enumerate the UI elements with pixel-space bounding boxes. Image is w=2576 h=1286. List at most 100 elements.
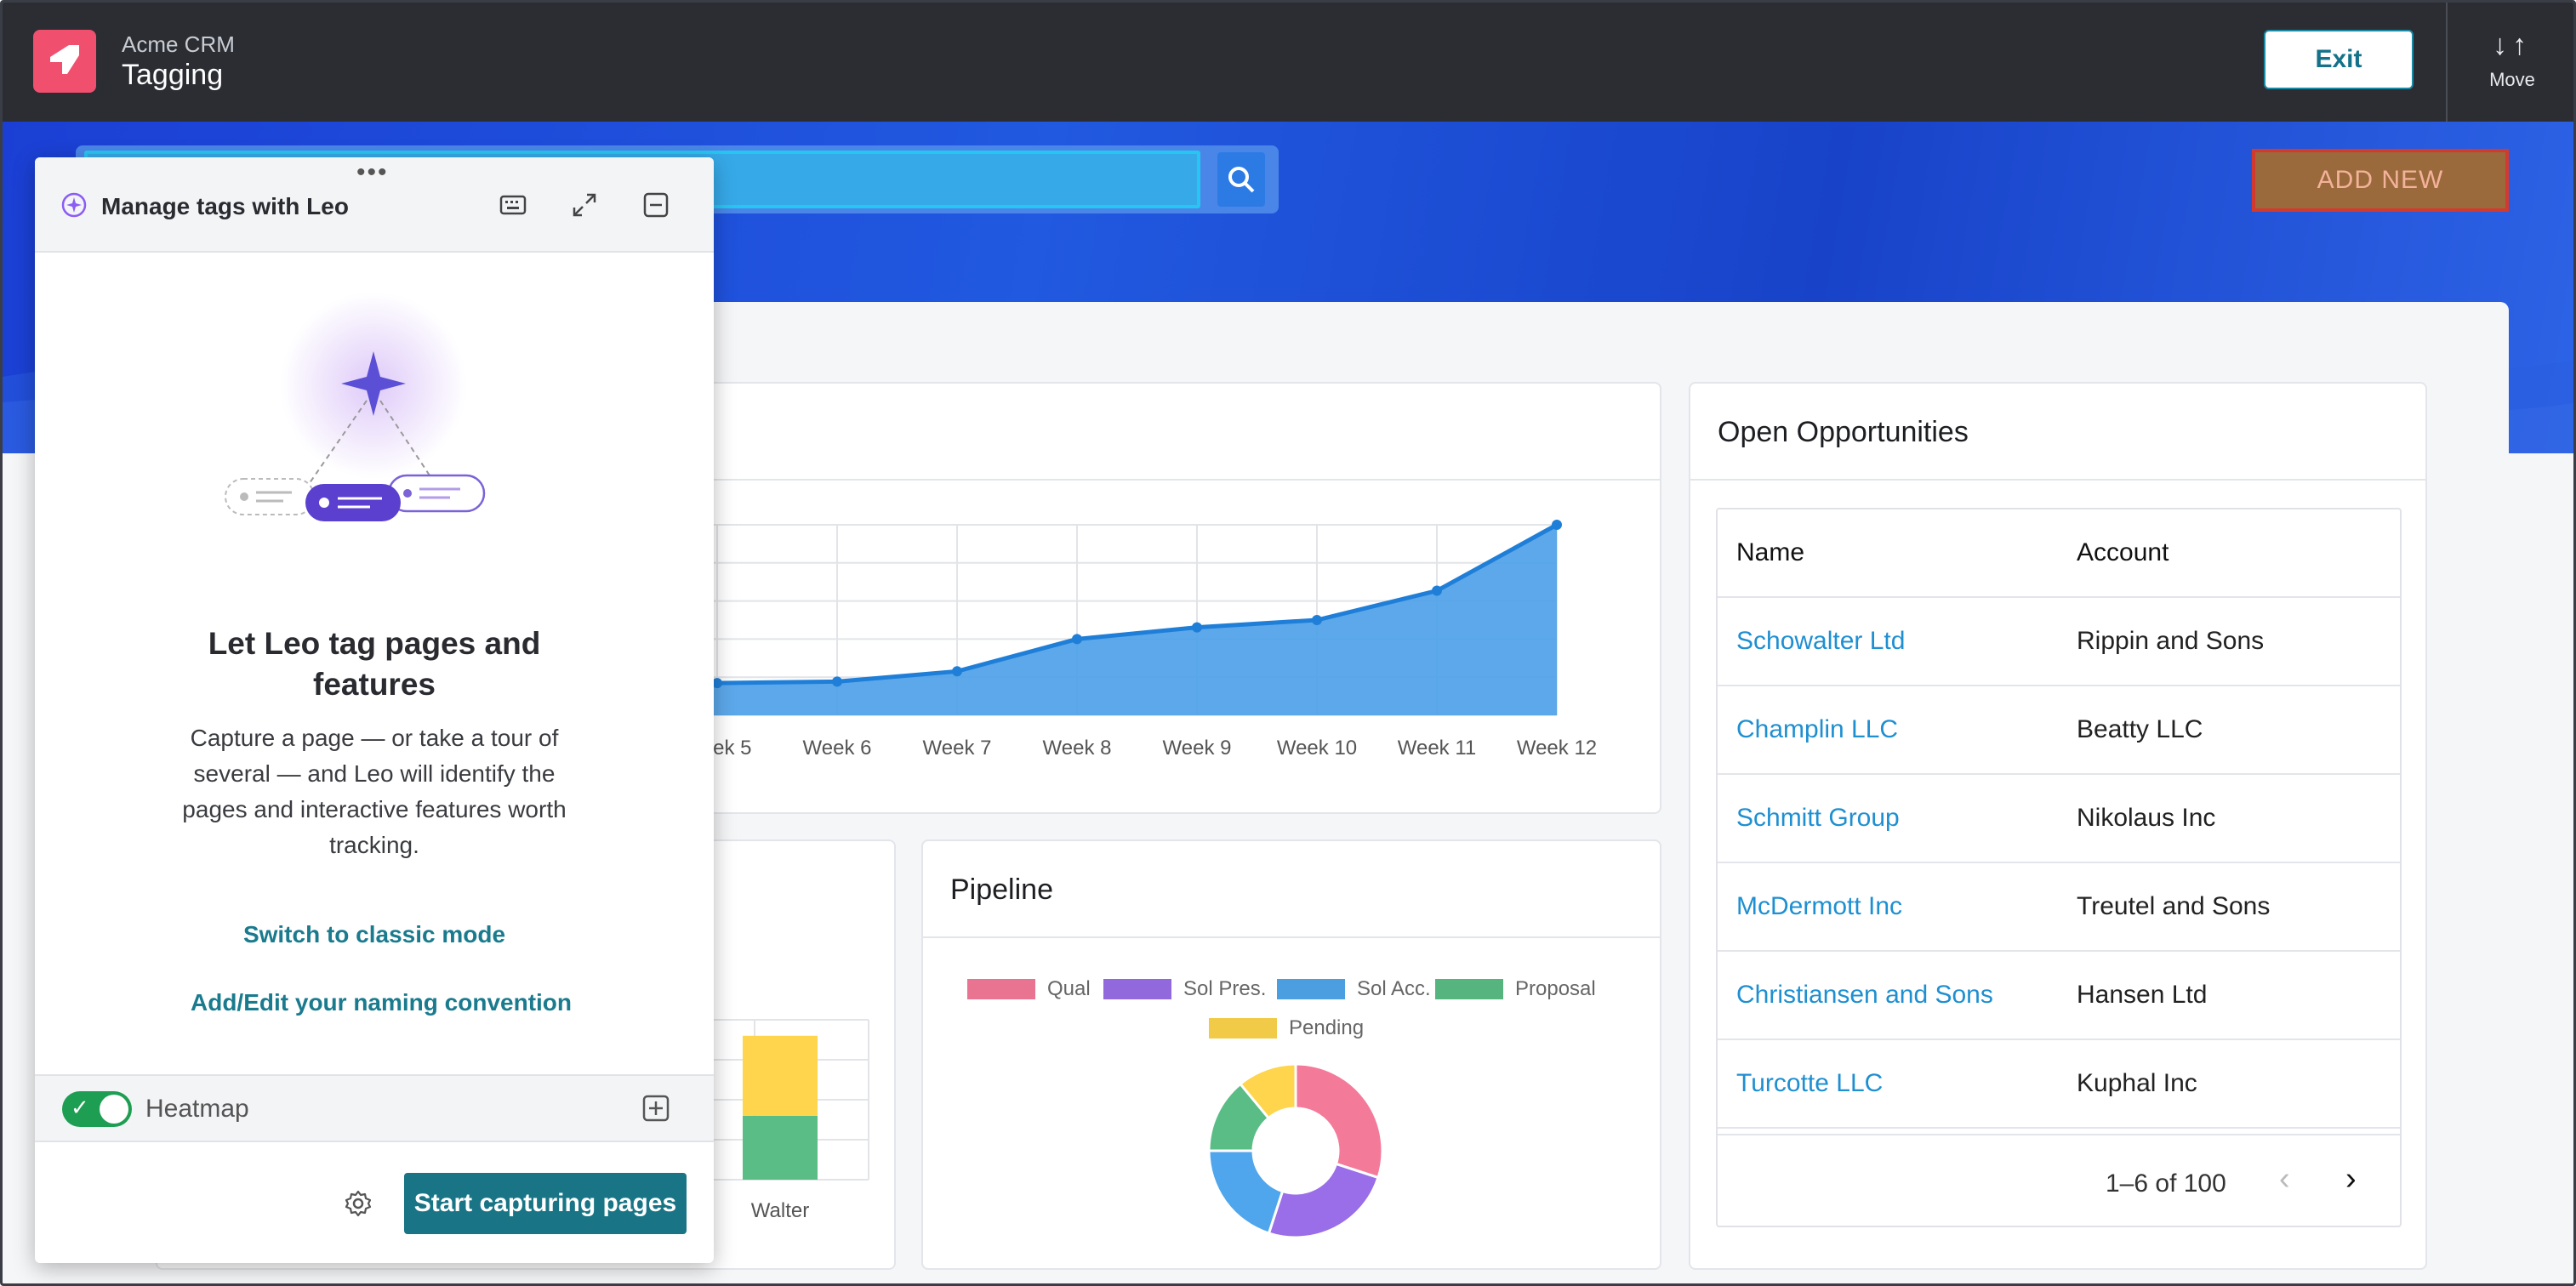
- legend-swatch: [1277, 979, 1345, 999]
- exit-button[interactable]: Exit: [2264, 30, 2414, 89]
- pipeline-title: Pipeline: [950, 873, 1053, 906]
- naming-convention-link[interactable]: Add/Edit your naming convention: [191, 989, 572, 1016]
- data-point: [832, 676, 842, 687]
- gear-icon[interactable]: [343, 1188, 373, 1219]
- table-row: Turcotte LLC Kuphal Inc: [1718, 1040, 2400, 1129]
- legend-item[interactable]: Qual: [967, 977, 1091, 1001]
- legend-swatch: [1435, 979, 1503, 999]
- opportunity-link[interactable]: Christiansen and Sons: [1736, 981, 1993, 1009]
- pie-slice: [1294, 1062, 1384, 1180]
- heatmap-label: Heatmap: [145, 1095, 249, 1123]
- trend-area-chart: Week 5 Week 6 Week 7 Week 8 Week 9 Week 10 Wee…: [596, 520, 1597, 760]
- search-icon: [1228, 167, 1255, 193]
- bar-segment: [743, 1035, 818, 1116]
- data-point: [952, 666, 962, 677]
- account-cell: Rippin and Sons: [2077, 627, 2265, 655]
- account-cell: Beatty LLC: [2077, 715, 2203, 743]
- x-tick-label: Week 12: [1517, 737, 1597, 760]
- top-bar: Acme CRM Tagging Exit ↓↑ Move: [3, 3, 2573, 122]
- legend-item[interactable]: Proposal: [1435, 977, 1596, 1001]
- add-new-button[interactable]: ADD NEW: [2252, 149, 2509, 212]
- app-name: Acme CRM: [122, 31, 235, 57]
- leo-panel-title: Manage tags with Leo: [101, 193, 349, 219]
- table-header-row: Name Account: [1718, 509, 2400, 598]
- switch-classic-mode-link[interactable]: Switch to classic mode: [242, 921, 506, 947]
- legend-swatch: [967, 979, 1035, 999]
- bar-segment: [743, 1115, 818, 1180]
- minimize-icon[interactable]: [639, 188, 673, 222]
- account-cell: Kuphal Inc: [2077, 1069, 2197, 1097]
- opportunities-table: Name Account Schowalter Ltd Rippin and S…: [1716, 508, 2402, 1227]
- leo-illustration: [225, 292, 486, 521]
- leo-panel-header[interactable]: ••• Manage tags with Leo: [35, 157, 714, 253]
- legend-label: Qual: [1047, 977, 1091, 1000]
- opportunity-link[interactable]: Schowalter Ltd: [1736, 627, 1906, 655]
- data-point: [1192, 622, 1202, 633]
- pie-slice: [1267, 1162, 1380, 1239]
- expand-icon[interactable]: [567, 188, 601, 222]
- chevron-right-icon[interactable]: ›: [2345, 1161, 2357, 1197]
- x-tick-label: Walter: [751, 1199, 809, 1222]
- x-tick-label: Week 11: [1398, 737, 1477, 760]
- check-icon: ✓: [71, 1095, 89, 1120]
- area-fill: [634, 525, 1557, 715]
- table-row: Schowalter Ltd Rippin and Sons: [1718, 598, 2400, 686]
- arrow-down-up-icon: ↓↑: [2493, 29, 2532, 61]
- keyboard-icon[interactable]: [496, 188, 530, 222]
- data-point: [1552, 520, 1562, 530]
- legend-swatch: [1209, 1018, 1277, 1038]
- table-row: Champlin LLC Beatty LLC: [1718, 686, 2400, 775]
- legend-label: Sol Pres.: [1183, 977, 1267, 1000]
- table-row: Schmitt Group Nikolaus Inc: [1718, 775, 2400, 863]
- legend-label: Pending: [1289, 1016, 1365, 1039]
- table-row: Christiansen and Sons Hansen Ltd: [1718, 952, 2400, 1040]
- plus-square-icon[interactable]: [641, 1093, 671, 1124]
- legend-item[interactable]: Pending: [1209, 1016, 1364, 1040]
- card-divider: [923, 936, 1660, 938]
- leo-panel: ••• Manage tags with Leo: [35, 157, 714, 1263]
- opportunity-link[interactable]: Turcotte LLC: [1736, 1069, 1884, 1097]
- page-title: Tagging: [122, 59, 224, 91]
- start-capturing-button[interactable]: Start capturing pages: [404, 1173, 687, 1234]
- legend-item[interactable]: Sol Acc.: [1277, 977, 1431, 1001]
- leo-description: Capture a page — or take a tour of sever…: [182, 725, 567, 858]
- data-point: [1312, 615, 1322, 625]
- legend-label: Sol Acc.: [1357, 977, 1431, 1000]
- column-header-account: Account: [2077, 538, 2169, 566]
- x-tick-label: Week 8: [1043, 737, 1112, 760]
- opportunity-link[interactable]: McDermott Inc: [1736, 892, 1903, 920]
- opportunities-title: Open Opportunities: [1718, 416, 1969, 448]
- pipeline-donut-chart: [1207, 1062, 1384, 1239]
- account-cell: Treutel and Sons: [2077, 892, 2271, 920]
- table-row: McDermott Inc Treutel and Sons: [1718, 863, 2400, 952]
- toggle-knob: [100, 1095, 128, 1124]
- chevron-left-icon[interactable]: ‹: [2279, 1161, 2290, 1197]
- sparkle-icon: [61, 192, 87, 218]
- pie-slice: [1207, 1149, 1285, 1235]
- move-button[interactable]: ↓↑ Move: [2453, 26, 2572, 103]
- x-tick-label: Week 7: [923, 737, 992, 760]
- pie-slice: [1238, 1062, 1297, 1120]
- move-label: Move: [2489, 69, 2535, 90]
- heatmap-toggle[interactable]: ✓: [62, 1091, 132, 1127]
- app-logo: [33, 30, 96, 93]
- pagination-text: 1–6 of 100: [2106, 1169, 2226, 1198]
- card-divider: [1690, 479, 2425, 481]
- legend-item[interactable]: Sol Pres.: [1103, 977, 1266, 1001]
- legend-label: Proposal: [1515, 977, 1596, 1000]
- data-point: [712, 678, 722, 689]
- divider: [2446, 3, 2448, 122]
- x-tick-label: Week 10: [1277, 737, 1357, 760]
- data-point: [1432, 585, 1442, 596]
- drag-handle-icon[interactable]: •••: [356, 158, 389, 186]
- opportunity-link[interactable]: Champlin LLC: [1736, 715, 1899, 743]
- pipeline-card: Pipeline Qual Sol Pres. Sol Acc. Proposal Pe…: [921, 839, 1661, 1270]
- leo-heading-line: features: [313, 667, 436, 702]
- search-button[interactable]: [1217, 152, 1265, 207]
- x-tick-label: Week 9: [1163, 737, 1232, 760]
- opportunity-link[interactable]: Schmitt Group: [1736, 804, 1900, 832]
- pagination: 1–6 of 100 ‹ ›: [1718, 1134, 2400, 1226]
- legend-swatch: [1103, 979, 1171, 999]
- heatmap-bar: ✓ Heatmap: [35, 1074, 714, 1142]
